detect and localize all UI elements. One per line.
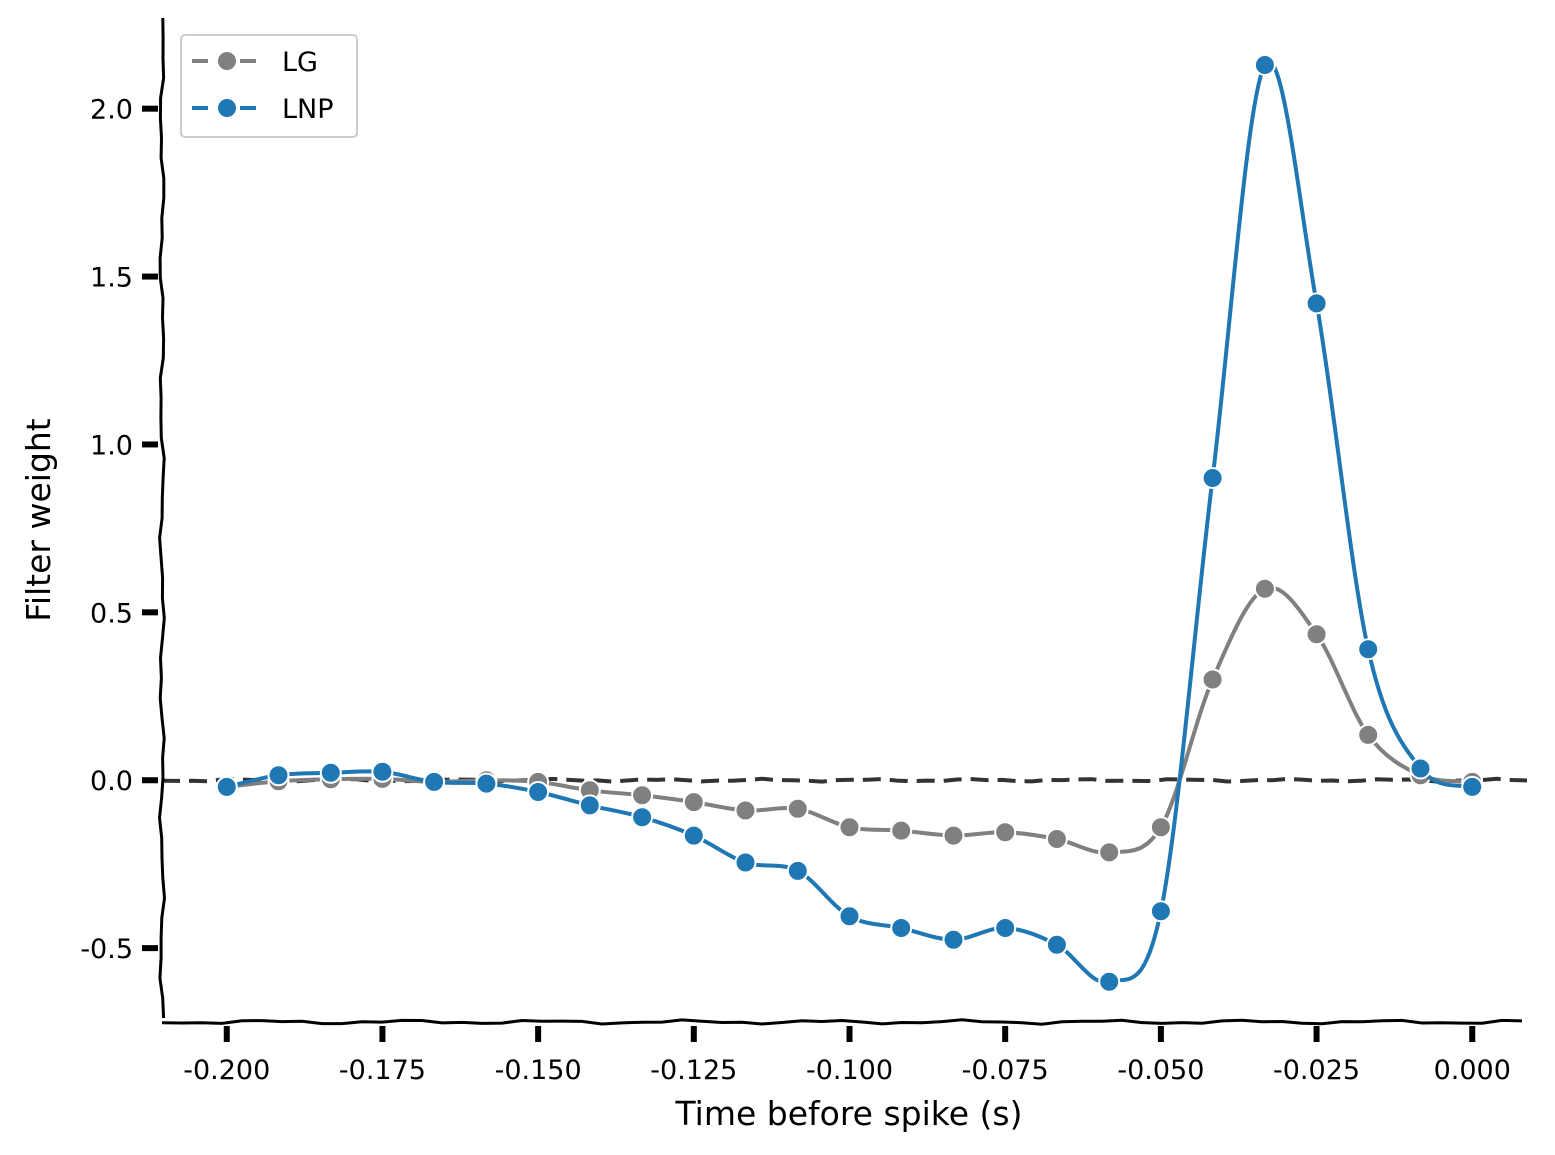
series-lnp-point — [578, 794, 601, 817]
series-lnp-point — [215, 775, 238, 798]
series-lg-point — [631, 784, 654, 807]
series-lnp-point — [838, 905, 861, 928]
x-tick-label: 0.000 — [1434, 1055, 1511, 1086]
x-tick-label: -0.175 — [339, 1055, 426, 1086]
series-lg-point — [1201, 668, 1224, 691]
series-lg-point — [1253, 577, 1276, 600]
series-lnp-point — [1357, 638, 1380, 661]
series-lnp-point — [682, 824, 705, 847]
series-layer — [215, 54, 1484, 993]
y-tick-label: 0.0 — [90, 766, 133, 797]
series-lg-point — [890, 819, 913, 842]
series-lg-point — [994, 821, 1017, 844]
y-tick-label: 2.0 — [90, 95, 133, 126]
x-tick-label: -0.050 — [1117, 1055, 1204, 1086]
series-lg-point — [1149, 816, 1172, 839]
series-lnp-point — [1253, 54, 1276, 76]
series-lg-point — [1045, 828, 1068, 850]
series-lg-point — [838, 816, 861, 839]
series-lnp-point — [631, 806, 654, 829]
series-lg-point — [786, 797, 809, 820]
x-axis-label: Time before spike (s) — [675, 1094, 1023, 1133]
series-lg-point — [942, 824, 965, 847]
series-lnp-line — [226, 59, 1473, 985]
x-tick-label: -0.100 — [806, 1055, 893, 1086]
series-lnp-point — [1149, 900, 1172, 923]
x-axis-line — [161, 1018, 1523, 1026]
series-lnp-point — [371, 760, 394, 783]
series-lnp-point — [994, 917, 1017, 939]
y-tick-label: 0.5 — [90, 598, 133, 629]
series-lg-point — [682, 791, 705, 814]
axes-layer — [157, 17, 1523, 1026]
series-lnp-point — [1409, 757, 1432, 780]
x-tick-label: -0.025 — [1273, 1055, 1360, 1086]
y-tick-label: 1.0 — [90, 430, 133, 461]
series-lnp-point — [319, 761, 342, 784]
x-tick-label: -0.200 — [183, 1055, 270, 1086]
y-tick-label: 1.5 — [90, 263, 133, 294]
series-lnp-point — [475, 772, 498, 795]
series-lnp-point — [890, 917, 913, 939]
x-tick-label: -0.150 — [495, 1055, 582, 1086]
legend: LG LNP — [180, 34, 358, 138]
series-lnp-point — [734, 851, 757, 874]
series-lnp-point — [1461, 775, 1484, 798]
series-lg-point — [1098, 841, 1121, 864]
x-tick-label: -0.075 — [962, 1055, 1049, 1086]
series-lnp-point — [1045, 933, 1068, 956]
series-lg-point — [734, 799, 757, 822]
legend-lg-marker — [216, 50, 238, 72]
series-lg-point — [1357, 723, 1380, 746]
series-lnp-point — [942, 928, 965, 951]
series-lnp-point — [786, 859, 809, 882]
y-axis-label: Filter weight — [19, 418, 58, 622]
series-lg-point — [1305, 623, 1328, 646]
tick-layer: -0.200 -0.175 -0.150 -0.125 -0.100 -0.075 -0.0… — [80, 95, 1511, 1086]
series-lnp-point — [527, 781, 550, 803]
legend-lnp-marker — [216, 97, 238, 119]
series-lnp-point — [1201, 467, 1224, 489]
series-lnp-point — [1305, 292, 1328, 315]
series-lnp-point — [423, 770, 446, 793]
y-axis-line — [157, 17, 167, 1019]
series-lnp-point — [267, 764, 290, 787]
series-lnp-point — [1098, 970, 1121, 993]
series-lg-line — [226, 585, 1473, 855]
legend-lg-label: LG — [282, 47, 318, 78]
y-tick-label: -0.5 — [80, 934, 133, 965]
x-tick-label: -0.125 — [650, 1055, 737, 1086]
legend-lnp-label: LNP — [282, 94, 334, 125]
